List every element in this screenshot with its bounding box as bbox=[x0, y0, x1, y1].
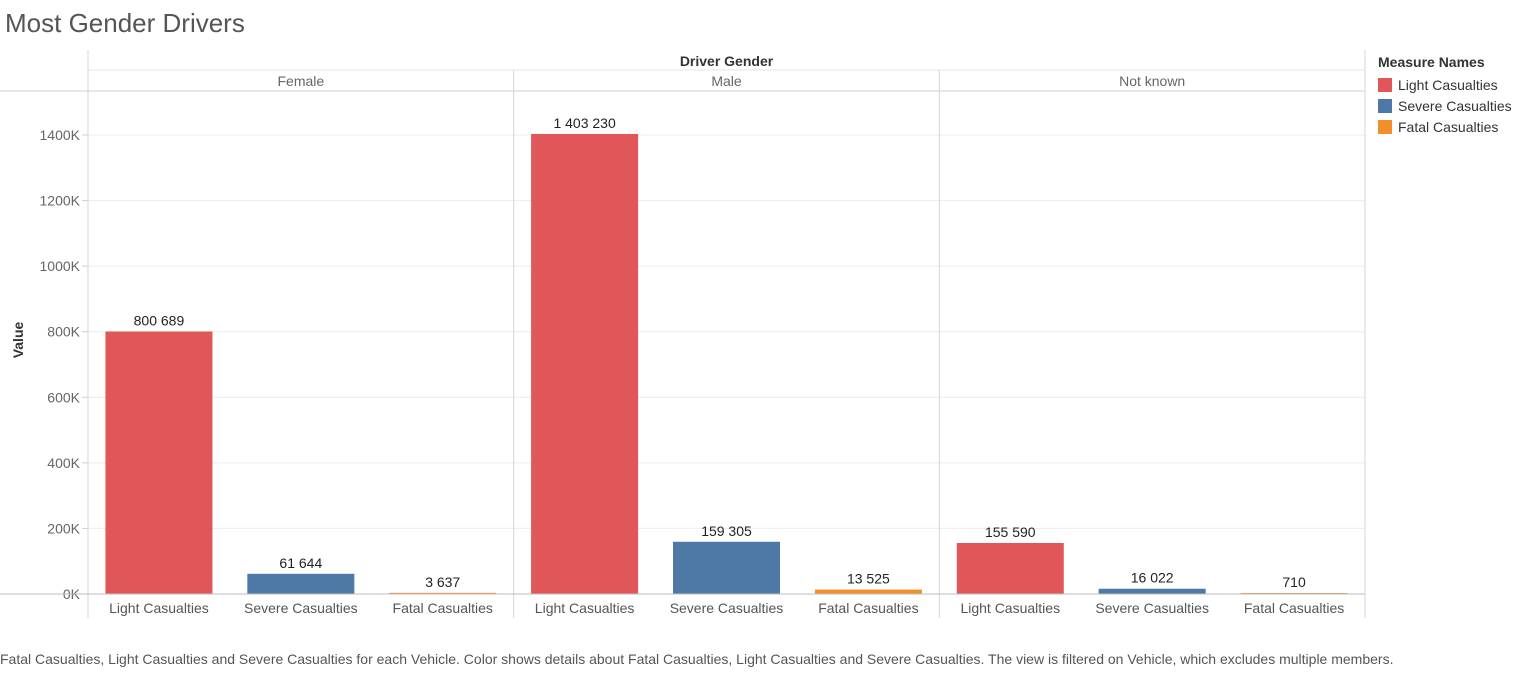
x-tick-label-2-1: Severe Casualties bbox=[1095, 600, 1209, 616]
data-label-2-2: 710 bbox=[1282, 574, 1306, 590]
data-label-0-0: 800 689 bbox=[134, 312, 185, 328]
legend-swatch-fatal bbox=[1378, 119, 1392, 134]
x-tick-label-0-0: Light Casualties bbox=[109, 600, 209, 616]
y-tick-label-5: 1000K bbox=[40, 258, 81, 274]
y-tick-label-6: 1200K bbox=[40, 193, 81, 209]
legend-item-severe[interactable]: Severe Casualties bbox=[1378, 95, 1512, 116]
data-label-2-1: 16 022 bbox=[1131, 570, 1174, 586]
bar-1-2 bbox=[814, 589, 922, 594]
bar-2-0 bbox=[956, 542, 1064, 594]
x-tick-label-0-1: Severe Casualties bbox=[244, 600, 358, 616]
data-label-1-2: 13 525 bbox=[847, 571, 890, 587]
y-tick-label-7: 1400K bbox=[40, 127, 81, 143]
x-tick-label-2-2: Fatal Casualties bbox=[1244, 600, 1344, 616]
bar-2-1 bbox=[1098, 588, 1206, 594]
panel-header-female: Female bbox=[277, 73, 324, 89]
legend-item-light[interactable]: Light Casualties bbox=[1378, 74, 1512, 95]
data-label-2-0: 155 590 bbox=[985, 524, 1036, 540]
panel-header-not-known: Not known bbox=[1119, 73, 1185, 89]
x-tick-label-0-2: Fatal Casualties bbox=[393, 600, 493, 616]
x-tick-label-1-1: Severe Casualties bbox=[670, 600, 784, 616]
chart-caption: Fatal Casualties, Light Casualties and S… bbox=[0, 651, 1394, 667]
bar-0-1 bbox=[247, 573, 355, 594]
legend-swatch-light bbox=[1378, 77, 1392, 92]
legend-item-fatal[interactable]: Fatal Casualties bbox=[1378, 116, 1512, 137]
data-label-1-0: 1 403 230 bbox=[553, 115, 615, 131]
legend-label-severe: Severe Casualties bbox=[1398, 97, 1512, 114]
bar-1-0 bbox=[531, 133, 639, 594]
data-label-1-1: 159 305 bbox=[701, 523, 752, 539]
x-tick-label-1-2: Fatal Casualties bbox=[818, 600, 918, 616]
y-tick-label-2: 400K bbox=[47, 455, 80, 471]
data-label-0-2: 3 637 bbox=[425, 574, 460, 590]
y-tick-label-3: 600K bbox=[47, 389, 80, 405]
column-header-title: Driver Gender bbox=[680, 53, 774, 69]
chart-title: Most Gender Drivers bbox=[5, 8, 245, 38]
legend-label-light: Light Casualties bbox=[1398, 76, 1498, 93]
x-tick-label-2-0: Light Casualties bbox=[960, 600, 1060, 616]
bar-1-1 bbox=[673, 541, 780, 594]
y-axis-label: Value bbox=[10, 322, 26, 359]
legend-label-fatal: Fatal Casualties bbox=[1398, 118, 1499, 135]
legend-swatch-severe bbox=[1378, 98, 1392, 113]
x-tick-label-1-0: Light Casualties bbox=[535, 600, 635, 616]
bar-0-2 bbox=[389, 592, 497, 594]
legend: Measure Names Light Casualties Severe Ca… bbox=[1378, 54, 1512, 137]
y-tick-label-4: 800K bbox=[47, 324, 80, 340]
panel-header-male: Male bbox=[711, 73, 742, 89]
data-label-0-1: 61 644 bbox=[279, 555, 322, 571]
bar-0-0 bbox=[105, 331, 213, 594]
legend-title: Measure Names bbox=[1378, 54, 1485, 70]
y-tick-label-1: 200K bbox=[47, 520, 80, 536]
